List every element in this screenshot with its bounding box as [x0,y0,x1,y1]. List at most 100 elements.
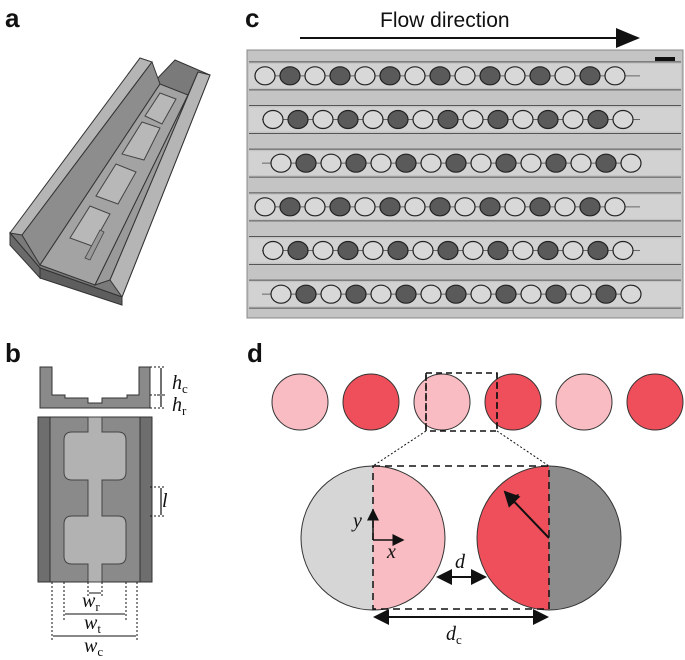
droplet [429,197,451,217]
droplet [279,197,301,217]
droplet [404,197,426,217]
h-c-label: hc [172,372,188,396]
zoom-guide-left [372,430,427,467]
panel-c-label: c [245,3,259,33]
l-label: l [162,490,168,512]
droplet [387,109,409,130]
droplet [484,373,542,431]
droplet [579,197,601,217]
droplet [579,66,601,86]
droplet [479,66,501,86]
distance-label: dc [446,623,462,647]
droplet [420,284,442,304]
droplet [587,109,609,130]
droplet [354,197,376,217]
droplet [413,373,471,431]
droplet [270,153,292,173]
droplet [345,284,367,304]
droplet [320,284,342,304]
droplet [320,153,342,173]
scale-bar [655,57,675,61]
zoom-box [425,372,498,432]
droplet [604,197,626,217]
h-r-label: hr [172,394,187,418]
droplet [504,197,526,217]
droplet [537,240,559,261]
droplet [354,66,376,86]
droplet [555,373,613,431]
droplet [487,240,509,261]
droplet [270,284,292,304]
droplet [279,66,301,86]
droplet [529,197,551,217]
droplet [379,197,401,217]
droplet [429,66,451,86]
droplet [312,109,334,130]
droplet [304,197,326,217]
droplet [395,284,417,304]
droplet [504,66,526,86]
droplet [545,284,567,304]
droplet [554,197,576,217]
droplet [329,197,351,217]
droplet [612,109,634,130]
droplet [620,153,642,173]
channel-top-view [37,416,166,642]
y-axis-label: y [351,510,362,532]
droplet [487,109,509,130]
panel-d-label: d [247,338,263,368]
droplet [362,240,384,261]
droplet [462,109,484,130]
droplet [337,240,359,261]
flow-direction-label: Flow direction [380,9,510,32]
droplet [495,153,517,173]
droplet [262,240,284,261]
droplet [337,109,359,130]
droplet [271,373,329,431]
droplet [437,240,459,261]
droplet [470,153,492,173]
panel-a-label: a [5,3,20,33]
droplet [604,66,626,86]
droplet [395,153,417,173]
w-r-label: wr [82,590,100,614]
droplet [529,66,551,86]
droplet [445,284,467,304]
radius-label: r [511,487,519,509]
gap-label: d [455,551,466,573]
zoomed-droplets [300,465,622,625]
droplet [387,240,409,261]
droplet [612,240,634,261]
w-t-label: wt [84,612,101,636]
droplet [587,240,609,261]
droplet [554,66,576,86]
droplet [412,240,434,261]
droplet [254,66,276,86]
droplet [545,153,567,173]
droplet [342,373,400,431]
droplet [445,153,467,173]
droplet [562,109,584,130]
panel-b-label: b [5,338,21,368]
droplet [254,197,276,217]
droplet [420,153,442,173]
droplet [295,153,317,173]
zoom-guide-right [496,430,550,467]
droplet-row [271,373,684,431]
micrograph [246,49,684,319]
droplet [520,153,542,173]
droplet [479,197,501,217]
droplet [570,284,592,304]
droplet [295,284,317,304]
droplet [454,66,476,86]
droplet [454,197,476,217]
droplet [595,153,617,173]
channel-cross-section [39,366,166,409]
channel-3d-model [9,57,211,306]
droplet [404,66,426,86]
w-c-label: wc [84,635,103,659]
droplet [626,373,684,431]
x-axis-label: x [386,541,396,563]
droplet [412,109,434,130]
